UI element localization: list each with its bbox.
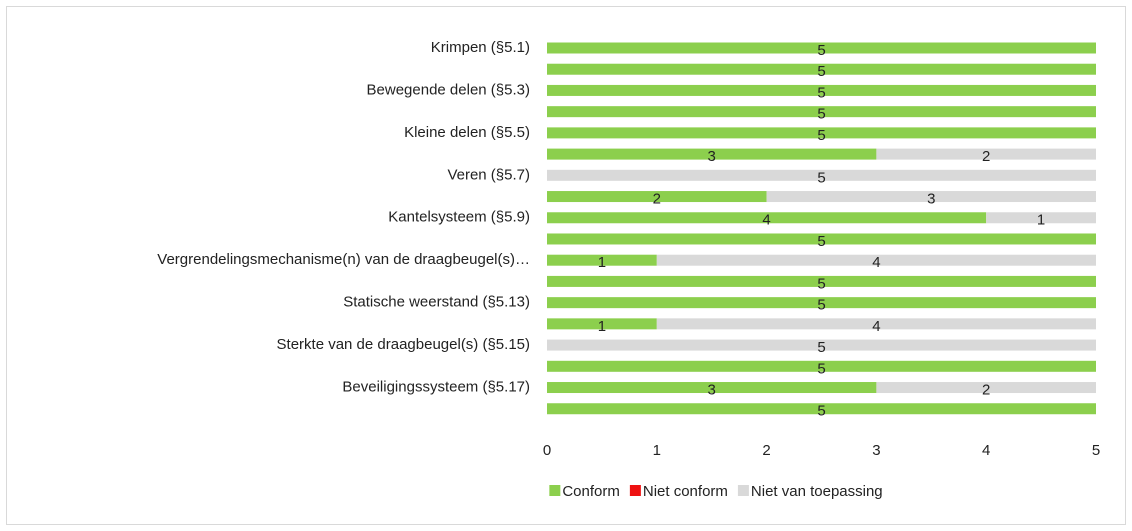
legend-label: Conform xyxy=(562,483,620,500)
y-tick-label: Veren (§5.7) xyxy=(447,166,530,183)
bar-segment xyxy=(547,169,1096,181)
data-label: 3 xyxy=(708,381,716,398)
bar-segment xyxy=(547,127,1096,139)
bar-segment xyxy=(547,382,877,394)
legend-label: Niet van toepassing xyxy=(751,483,883,500)
data-label: 2 xyxy=(982,148,990,165)
data-label: 5 xyxy=(817,233,825,250)
y-tick-label: Statische weerstand (§5.13) xyxy=(343,294,530,311)
x-tick-label: 0 xyxy=(543,442,551,459)
legend: Conform Niet conform Niet van toepassing xyxy=(549,483,883,500)
bar-segment xyxy=(547,233,1096,245)
bar-segment xyxy=(876,148,1096,160)
data-label: 5 xyxy=(817,63,825,80)
data-label: 3 xyxy=(708,148,716,165)
data-label: 5 xyxy=(817,297,825,314)
data-label: 3 xyxy=(927,191,935,208)
data-label: 5 xyxy=(817,42,825,59)
legend-swatch xyxy=(629,485,641,496)
data-label: 2 xyxy=(653,191,661,208)
data-label: 5 xyxy=(817,403,825,420)
bar-segment xyxy=(547,148,877,160)
data-label: 4 xyxy=(872,254,880,271)
bar-segment xyxy=(547,360,1096,372)
bar-segment xyxy=(547,297,1096,309)
data-label: 5 xyxy=(817,169,825,186)
legend-swatch xyxy=(737,485,749,496)
data-label: 4 xyxy=(872,318,880,335)
y-tick-label: Vergrendelingsmechanisme(n) van de draag… xyxy=(157,251,530,268)
bar-segment xyxy=(547,212,987,224)
x-tick-label: 4 xyxy=(982,442,990,459)
legend-swatch xyxy=(549,485,561,496)
y-tick-label: Kantelsysteem (§5.9) xyxy=(388,209,530,226)
data-label: 2 xyxy=(982,381,990,398)
data-label: 1 xyxy=(598,318,606,335)
x-tick-label: 2 xyxy=(762,442,770,459)
data-label: 1 xyxy=(1037,212,1045,229)
bar-segment xyxy=(547,63,1096,75)
bar-segment xyxy=(656,318,1096,330)
data-label: 5 xyxy=(817,84,825,101)
bar-segment xyxy=(547,275,1096,287)
y-tick-label: Sterkte van de draagbeugel(s) (§5.15) xyxy=(277,336,530,353)
bar-segment xyxy=(766,191,1096,203)
data-label: 5 xyxy=(817,339,825,356)
y-tick-label: Bewegende delen (§5.3) xyxy=(367,81,530,98)
x-tick-label: 1 xyxy=(653,442,661,459)
data-label: 4 xyxy=(762,212,770,229)
data-label: 5 xyxy=(817,360,825,377)
bar-segment xyxy=(547,106,1096,118)
bar-segment xyxy=(986,212,1096,224)
bar-segment xyxy=(547,254,657,266)
bar-segment xyxy=(547,191,767,203)
bar-segment xyxy=(876,382,1096,394)
data-label: 1 xyxy=(598,254,606,271)
y-tick-label: Krimpen (§5.1) xyxy=(431,39,530,56)
legend-label: Niet conform xyxy=(643,483,728,500)
y-tick-label: Kleine delen (§5.5) xyxy=(404,124,530,141)
x-tick-label: 3 xyxy=(872,442,880,459)
bar-segment xyxy=(547,403,1096,415)
x-tick-label: 5 xyxy=(1092,442,1100,459)
bar-segment xyxy=(547,318,657,330)
bar-segment xyxy=(547,339,1096,351)
bar-segment xyxy=(547,42,1096,54)
bar-segment xyxy=(656,254,1096,266)
data-label: 5 xyxy=(817,106,825,123)
data-label: 5 xyxy=(817,275,825,292)
data-label: 5 xyxy=(817,127,825,144)
bar-segment xyxy=(547,84,1096,96)
y-tick-label: Beveiligingssysteem (§5.17) xyxy=(342,378,530,395)
